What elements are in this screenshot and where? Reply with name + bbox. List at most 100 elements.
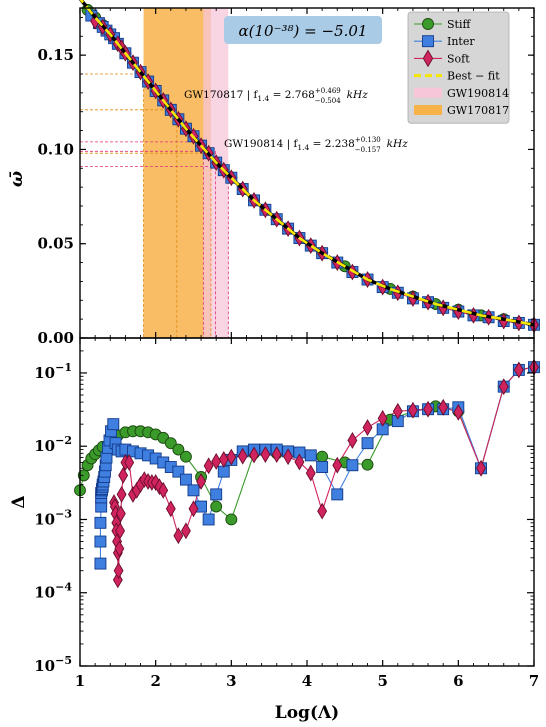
point-inter — [304, 449, 317, 462]
legend-marker-soft — [422, 49, 434, 68]
point-soft — [407, 401, 418, 419]
x-tick-label: 4 — [302, 672, 312, 690]
point-soft — [124, 454, 135, 471]
point-stiff — [210, 500, 223, 513]
best-fit-line — [79, 0, 535, 327]
x-tick-label: 2 — [150, 672, 160, 690]
point-soft — [347, 431, 358, 449]
bottom-axes-frame — [79, 337, 535, 667]
x-axis-label: Log(Λ) — [275, 703, 339, 723]
point-soft — [283, 448, 294, 466]
annotation-gw170817: GW170817 | f1.4 = 2.768+0.469 −0.504 kHz — [184, 87, 368, 105]
point-stiff — [77, 469, 90, 482]
point-stiff — [164, 437, 177, 450]
point-inter — [361, 437, 374, 450]
x-tick-label: 1 — [75, 672, 85, 690]
band-gw170817 — [143, 8, 211, 338]
legend-label: Stiff — [447, 18, 471, 31]
point-soft — [173, 527, 184, 545]
legend-label: GW190814 — [447, 87, 509, 100]
point-soft — [423, 400, 434, 418]
legend-label: Inter — [447, 35, 475, 48]
point-inter — [202, 513, 215, 526]
legend-marker-inter — [422, 35, 434, 48]
point-soft — [196, 473, 207, 490]
point-soft — [332, 456, 343, 474]
point-inter — [187, 484, 200, 497]
point-soft — [271, 446, 282, 463]
legend-label: GW170817 — [447, 104, 509, 117]
point-soft — [294, 453, 305, 471]
point-soft — [305, 464, 316, 482]
point-soft — [513, 361, 524, 379]
top-y-tick-label: 0.05 — [37, 235, 74, 253]
point-soft — [188, 500, 199, 518]
point-stiff — [172, 443, 185, 456]
legend-label: Soft — [447, 52, 470, 65]
bottom-y-tick-label: 10−4 — [34, 581, 72, 602]
point-inter — [210, 488, 223, 501]
top-y-tick-label: 0.15 — [37, 46, 74, 64]
bottom-y-tick-label: 10−1 — [34, 361, 72, 382]
point-inter — [331, 488, 344, 501]
point-inter — [179, 473, 192, 486]
point-soft — [116, 485, 127, 503]
point-stiff — [225, 513, 238, 526]
point-soft — [118, 466, 129, 484]
point-stiff — [316, 450, 329, 463]
point-inter — [94, 516, 107, 529]
bottom-series — [74, 358, 540, 589]
top-series — [78, 0, 540, 334]
bottom-ticks: 10−1 10−2 10−3 10−4 10−51 2 3 4 5 6 7 — [34, 338, 539, 690]
top-y-tick-label: 0.10 — [37, 140, 74, 158]
x-tick-label: 3 — [226, 672, 236, 690]
point-soft — [180, 522, 191, 540]
point-soft — [249, 446, 259, 464]
alpha-box: α(10⁻³⁸) = −5.01 — [224, 16, 382, 44]
bottom-y-tick-label: 10−2 — [34, 434, 72, 455]
top-y-axis-label: ω̄ — [7, 171, 27, 187]
bottom-y-tick-label: 10−5 — [34, 654, 72, 675]
legend-patch — [414, 87, 442, 98]
gw-annotations: GW170817 | f1.4 = 2.768+0.469 −0.504 kHz GW… — [184, 87, 408, 154]
point-soft — [392, 402, 403, 420]
top-y-tick-label: 0.00 — [37, 329, 74, 347]
point-soft — [453, 403, 464, 421]
bottom-y-tick-label: 10−3 — [34, 507, 72, 528]
guide-lines — [80, 73, 229, 338]
top-ticks: 0.00 0.05 0.10 0.15 — [37, 8, 535, 347]
alpha-box-background — [224, 16, 382, 44]
point-stiff — [361, 458, 374, 471]
point-soft — [438, 398, 449, 416]
x-tick-label: 5 — [377, 672, 387, 690]
bottom-panel: 10−1 10−2 10−3 10−4 10−51 2 3 4 5 6 7 Δ Log(Λ) — [9, 337, 540, 723]
annotation-gw190814: GW190814 | f1.4 = 2.238+0.130 −0.157 kHz — [224, 136, 408, 154]
point-soft — [115, 522, 126, 540]
point-soft — [165, 500, 176, 518]
point-soft — [158, 481, 169, 499]
point-inter — [94, 557, 107, 570]
point-soft — [498, 378, 509, 396]
point-soft — [260, 446, 271, 463]
point-soft — [317, 502, 328, 520]
point-inter — [346, 459, 359, 472]
point-inter — [107, 418, 120, 431]
point-inter — [316, 461, 329, 473]
x-tick-label: 7 — [529, 672, 539, 690]
point-soft — [362, 419, 373, 436]
x-tick-label: 6 — [453, 672, 463, 690]
point-stiff — [179, 450, 192, 463]
point-soft — [226, 448, 237, 466]
alpha-box-label: α(10⁻³⁸) = −5.01 — [239, 22, 368, 40]
point-soft — [203, 457, 214, 475]
point-soft — [377, 409, 388, 427]
legend: Stiff Inter Soft Best − fit GW190814 GW170817 — [407, 11, 510, 124]
point-soft — [115, 505, 126, 523]
top-panel: 0.00 0.05 0.10 0.15 ω̄ α(10⁻³⁸) = −5.01 GW1… — [7, 0, 540, 347]
point-inter — [172, 465, 185, 478]
legend-marker-stiff — [422, 18, 434, 30]
legend-patch — [414, 105, 442, 115]
point-inter — [94, 535, 107, 548]
point-soft — [114, 540, 125, 558]
